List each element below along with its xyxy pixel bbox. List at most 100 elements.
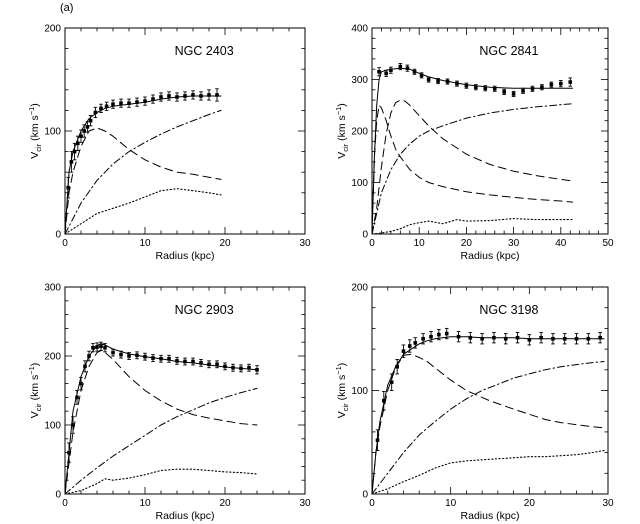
- y-axis-label: Vcir (km s−1): [27, 363, 43, 419]
- curve-solid-1: [64, 343, 258, 495]
- data-point: [562, 336, 567, 341]
- data-point: [99, 106, 103, 111]
- y-tick-label: 100: [44, 421, 61, 432]
- x-tick-label: 40: [555, 238, 567, 249]
- curve-dotted-4: [371, 449, 605, 495]
- data-point: [527, 337, 532, 342]
- data-point: [167, 356, 171, 361]
- data-point: [159, 356, 163, 361]
- curve-dashed-2: [64, 350, 258, 495]
- curve-dotted-5: [371, 218, 574, 235]
- x-tick-label: 30: [602, 498, 614, 509]
- data-point: [183, 94, 187, 98]
- data-point: [99, 344, 103, 349]
- curve-dashdot-3: [64, 109, 222, 235]
- data-point: [223, 364, 227, 369]
- data-point: [76, 141, 80, 146]
- y-tick-label: 100: [351, 178, 368, 189]
- y-tick-label: 0: [362, 230, 368, 241]
- data-point: [540, 85, 544, 90]
- data-point: [88, 118, 93, 123]
- galaxy-name: NGC 2403: [175, 44, 234, 58]
- data-point: [79, 381, 83, 386]
- data-point: [143, 354, 147, 359]
- data-point: [247, 365, 251, 370]
- data-point: [492, 86, 497, 91]
- data-point: [382, 399, 386, 403]
- data-point: [71, 423, 75, 427]
- data-point: [135, 100, 139, 104]
- data-point: [85, 125, 90, 129]
- curve-dashed-2: [371, 104, 574, 235]
- x-tick-label: 0: [369, 498, 375, 509]
- data-point: [83, 364, 87, 369]
- x-tick-label: 20: [461, 238, 473, 249]
- data-point: [75, 395, 79, 400]
- x-tick-label: 10: [445, 498, 457, 509]
- data-point: [551, 336, 555, 341]
- x-axis-label: Radius (kpc): [461, 510, 520, 522]
- data-point: [93, 110, 98, 115]
- data-point: [401, 349, 406, 353]
- galaxy-name: NGC 3198: [479, 303, 538, 317]
- data-point: [69, 160, 74, 164]
- x-axis-label: Radius (kpc): [461, 250, 520, 262]
- x-tick-label: 30: [299, 498, 311, 509]
- data-point: [207, 362, 211, 367]
- data-point: [91, 345, 95, 350]
- data-point: [421, 336, 425, 341]
- figure-label: (a): [60, 2, 73, 14]
- data-point: [127, 354, 131, 358]
- curve-dashdot-4: [371, 103, 574, 235]
- y-axis-label: Vcir (km s−1): [334, 103, 350, 159]
- data-point: [511, 92, 516, 96]
- y-tick-label: 0: [362, 490, 368, 501]
- data-point: [586, 336, 591, 341]
- panel-4: 0 10 20 30 0 100 200 Radius (kpc) Vcir (km s−1) N…: [334, 283, 614, 523]
- data-point: [95, 345, 99, 349]
- data-point: [159, 95, 163, 99]
- data-point: [455, 81, 459, 86]
- curve-dashed-2: [371, 353, 605, 495]
- curve-solid-1: [64, 95, 222, 235]
- data-point: [384, 71, 388, 76]
- y-tick-label: 200: [44, 352, 61, 363]
- curve-dotted-4: [64, 468, 258, 495]
- data-point: [111, 102, 115, 107]
- galaxy-name: NGC 2841: [479, 44, 538, 58]
- curve-solid-1: [371, 336, 605, 495]
- curve-dotted-4: [64, 188, 222, 235]
- data-point: [72, 149, 77, 154]
- plot-frame: [64, 27, 306, 235]
- data-point: [480, 336, 484, 341]
- data-point: [199, 94, 203, 98]
- x-tick-label: 20: [219, 498, 231, 509]
- curve-dashdot-3: [64, 387, 258, 495]
- data-point: [175, 359, 179, 363]
- x-tick-label: 20: [219, 238, 231, 249]
- data-point: [559, 81, 563, 86]
- x-tick-label: 10: [139, 498, 151, 509]
- data-point: [444, 331, 449, 336]
- y-tick-label: 100: [44, 127, 61, 138]
- data-point: [82, 129, 86, 133]
- data-point: [492, 335, 496, 340]
- data-point: [183, 359, 187, 364]
- curve-dashed-2: [64, 127, 222, 235]
- data-point: [87, 354, 91, 358]
- data-point: [127, 101, 131, 105]
- plot-frame: [371, 286, 609, 495]
- data-point: [398, 64, 403, 69]
- data-point: [468, 335, 473, 340]
- data-point: [103, 345, 107, 350]
- data-point: [375, 438, 380, 442]
- plot-frame: [371, 27, 609, 235]
- data-point: [175, 95, 179, 99]
- data-point: [119, 352, 123, 357]
- data-point: [151, 97, 155, 101]
- x-tick-label: 50: [602, 238, 614, 249]
- data-point: [231, 365, 235, 370]
- data-point: [395, 364, 399, 369]
